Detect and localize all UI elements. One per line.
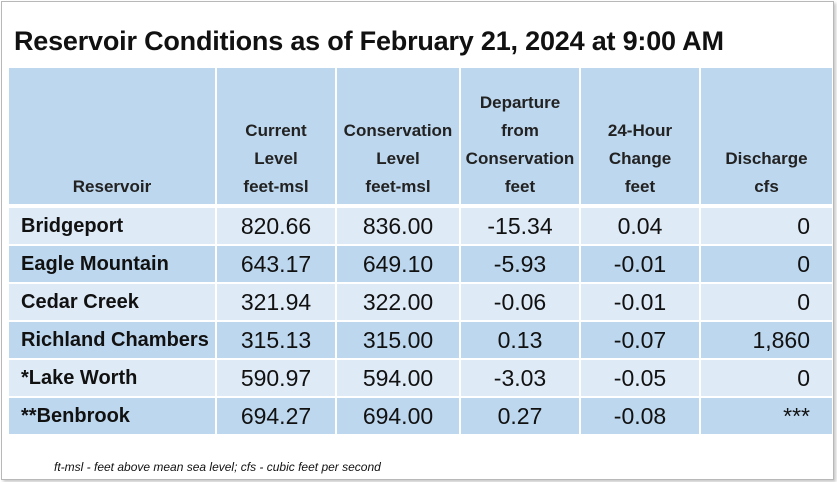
change-24h: 0.04 — [579, 205, 700, 245]
page-title: Reservoir Conditions as of February 21, … — [14, 26, 724, 56]
departure: -15.34 — [459, 205, 580, 245]
reservoir-name: **Benbrook — [9, 396, 216, 434]
change-24h: -0.08 — [579, 396, 700, 434]
current-level: 315.13 — [215, 320, 336, 359]
departure: 0.27 — [459, 396, 580, 434]
col-header-line: Reservoir — [72, 177, 152, 196]
discharge: 1,860 — [699, 320, 832, 359]
col-header-line: feet — [504, 177, 536, 196]
change-24h: -0.05 — [579, 358, 700, 397]
col-header-line: Current — [245, 121, 307, 140]
table-row: *Lake Worth 590.97 594.00 -3.03 -0.05 0 — [9, 358, 832, 397]
col-header-line: Discharge — [725, 149, 808, 168]
conservation-level: 315.00 — [335, 320, 460, 359]
col-header-departure: Departure from Conservation feet — [459, 68, 580, 208]
col-header-line: cfs — [754, 177, 779, 196]
table-row: Bridgeport 820.66 836.00 -15.34 0.04 0 — [9, 205, 832, 245]
conservation-level: 694.00 — [335, 396, 460, 434]
conservation-level: 649.10 — [335, 244, 460, 283]
col-header-line: Level — [376, 149, 420, 168]
reservoir-table: Reservoir Current Level feet-msl Conserv… — [9, 68, 832, 434]
col-header-line: feet-msl — [365, 177, 431, 196]
change-24h: -0.07 — [579, 320, 700, 359]
discharge: *** — [699, 396, 832, 434]
reservoir-name: *Lake Worth — [9, 358, 216, 397]
conservation-level: 322.00 — [335, 282, 460, 321]
col-header-line: feet-msl — [243, 177, 309, 196]
table-row: Cedar Creek 321.94 322.00 -0.06 -0.01 0 — [9, 282, 832, 321]
col-header-line: from — [501, 121, 539, 140]
col-header-line: feet — [624, 177, 656, 196]
header-row: Reservoir Current Level feet-msl Conserv… — [9, 68, 832, 208]
discharge: 0 — [699, 282, 832, 321]
current-level: 590.97 — [215, 358, 336, 397]
col-header-line: Departure — [479, 93, 561, 112]
current-level: 820.66 — [215, 205, 336, 245]
col-header-line: Conservation — [465, 149, 575, 168]
current-level: 643.17 — [215, 244, 336, 283]
change-24h: -0.01 — [579, 244, 700, 283]
col-header-24h-change: 24-Hour Change feet — [579, 68, 700, 208]
current-level: 321.94 — [215, 282, 336, 321]
departure: -0.06 — [459, 282, 580, 321]
conservation-level: 594.00 — [335, 358, 460, 397]
col-header-current-level: Current Level feet-msl — [215, 68, 336, 208]
col-header-line: Conservation — [343, 121, 453, 140]
discharge: 0 — [699, 244, 832, 283]
departure: 0.13 — [459, 320, 580, 359]
table-row: Eagle Mountain 643.17 649.10 -5.93 -0.01… — [9, 244, 832, 283]
departure: -3.03 — [459, 358, 580, 397]
change-24h: -0.01 — [579, 282, 700, 321]
table-row: Richland Chambers 315.13 315.00 0.13 -0.… — [9, 320, 832, 359]
reservoir-name: Cedar Creek — [9, 282, 216, 321]
col-header-line: 24-Hour — [607, 121, 673, 140]
discharge: 0 — [699, 358, 832, 397]
table-row: **Benbrook 694.27 694.00 0.27 -0.08 *** — [9, 396, 832, 434]
current-level: 694.27 — [215, 396, 336, 434]
col-header-reservoir: Reservoir — [9, 68, 216, 208]
col-header-line: Change — [608, 149, 672, 168]
departure: -5.93 — [459, 244, 580, 283]
col-header-line: Level — [254, 149, 298, 168]
col-header-conservation-level: Conservation Level feet-msl — [335, 68, 460, 208]
footnote: ft-msl - feet above mean sea level; cfs … — [54, 460, 381, 474]
col-header-discharge: Discharge cfs — [699, 68, 832, 208]
reservoir-name: Bridgeport — [9, 205, 216, 245]
discharge: 0 — [699, 205, 832, 245]
reservoir-name: Eagle Mountain — [9, 244, 216, 283]
conservation-level: 836.00 — [335, 205, 460, 245]
reservoir-name: Richland Chambers — [9, 320, 216, 359]
